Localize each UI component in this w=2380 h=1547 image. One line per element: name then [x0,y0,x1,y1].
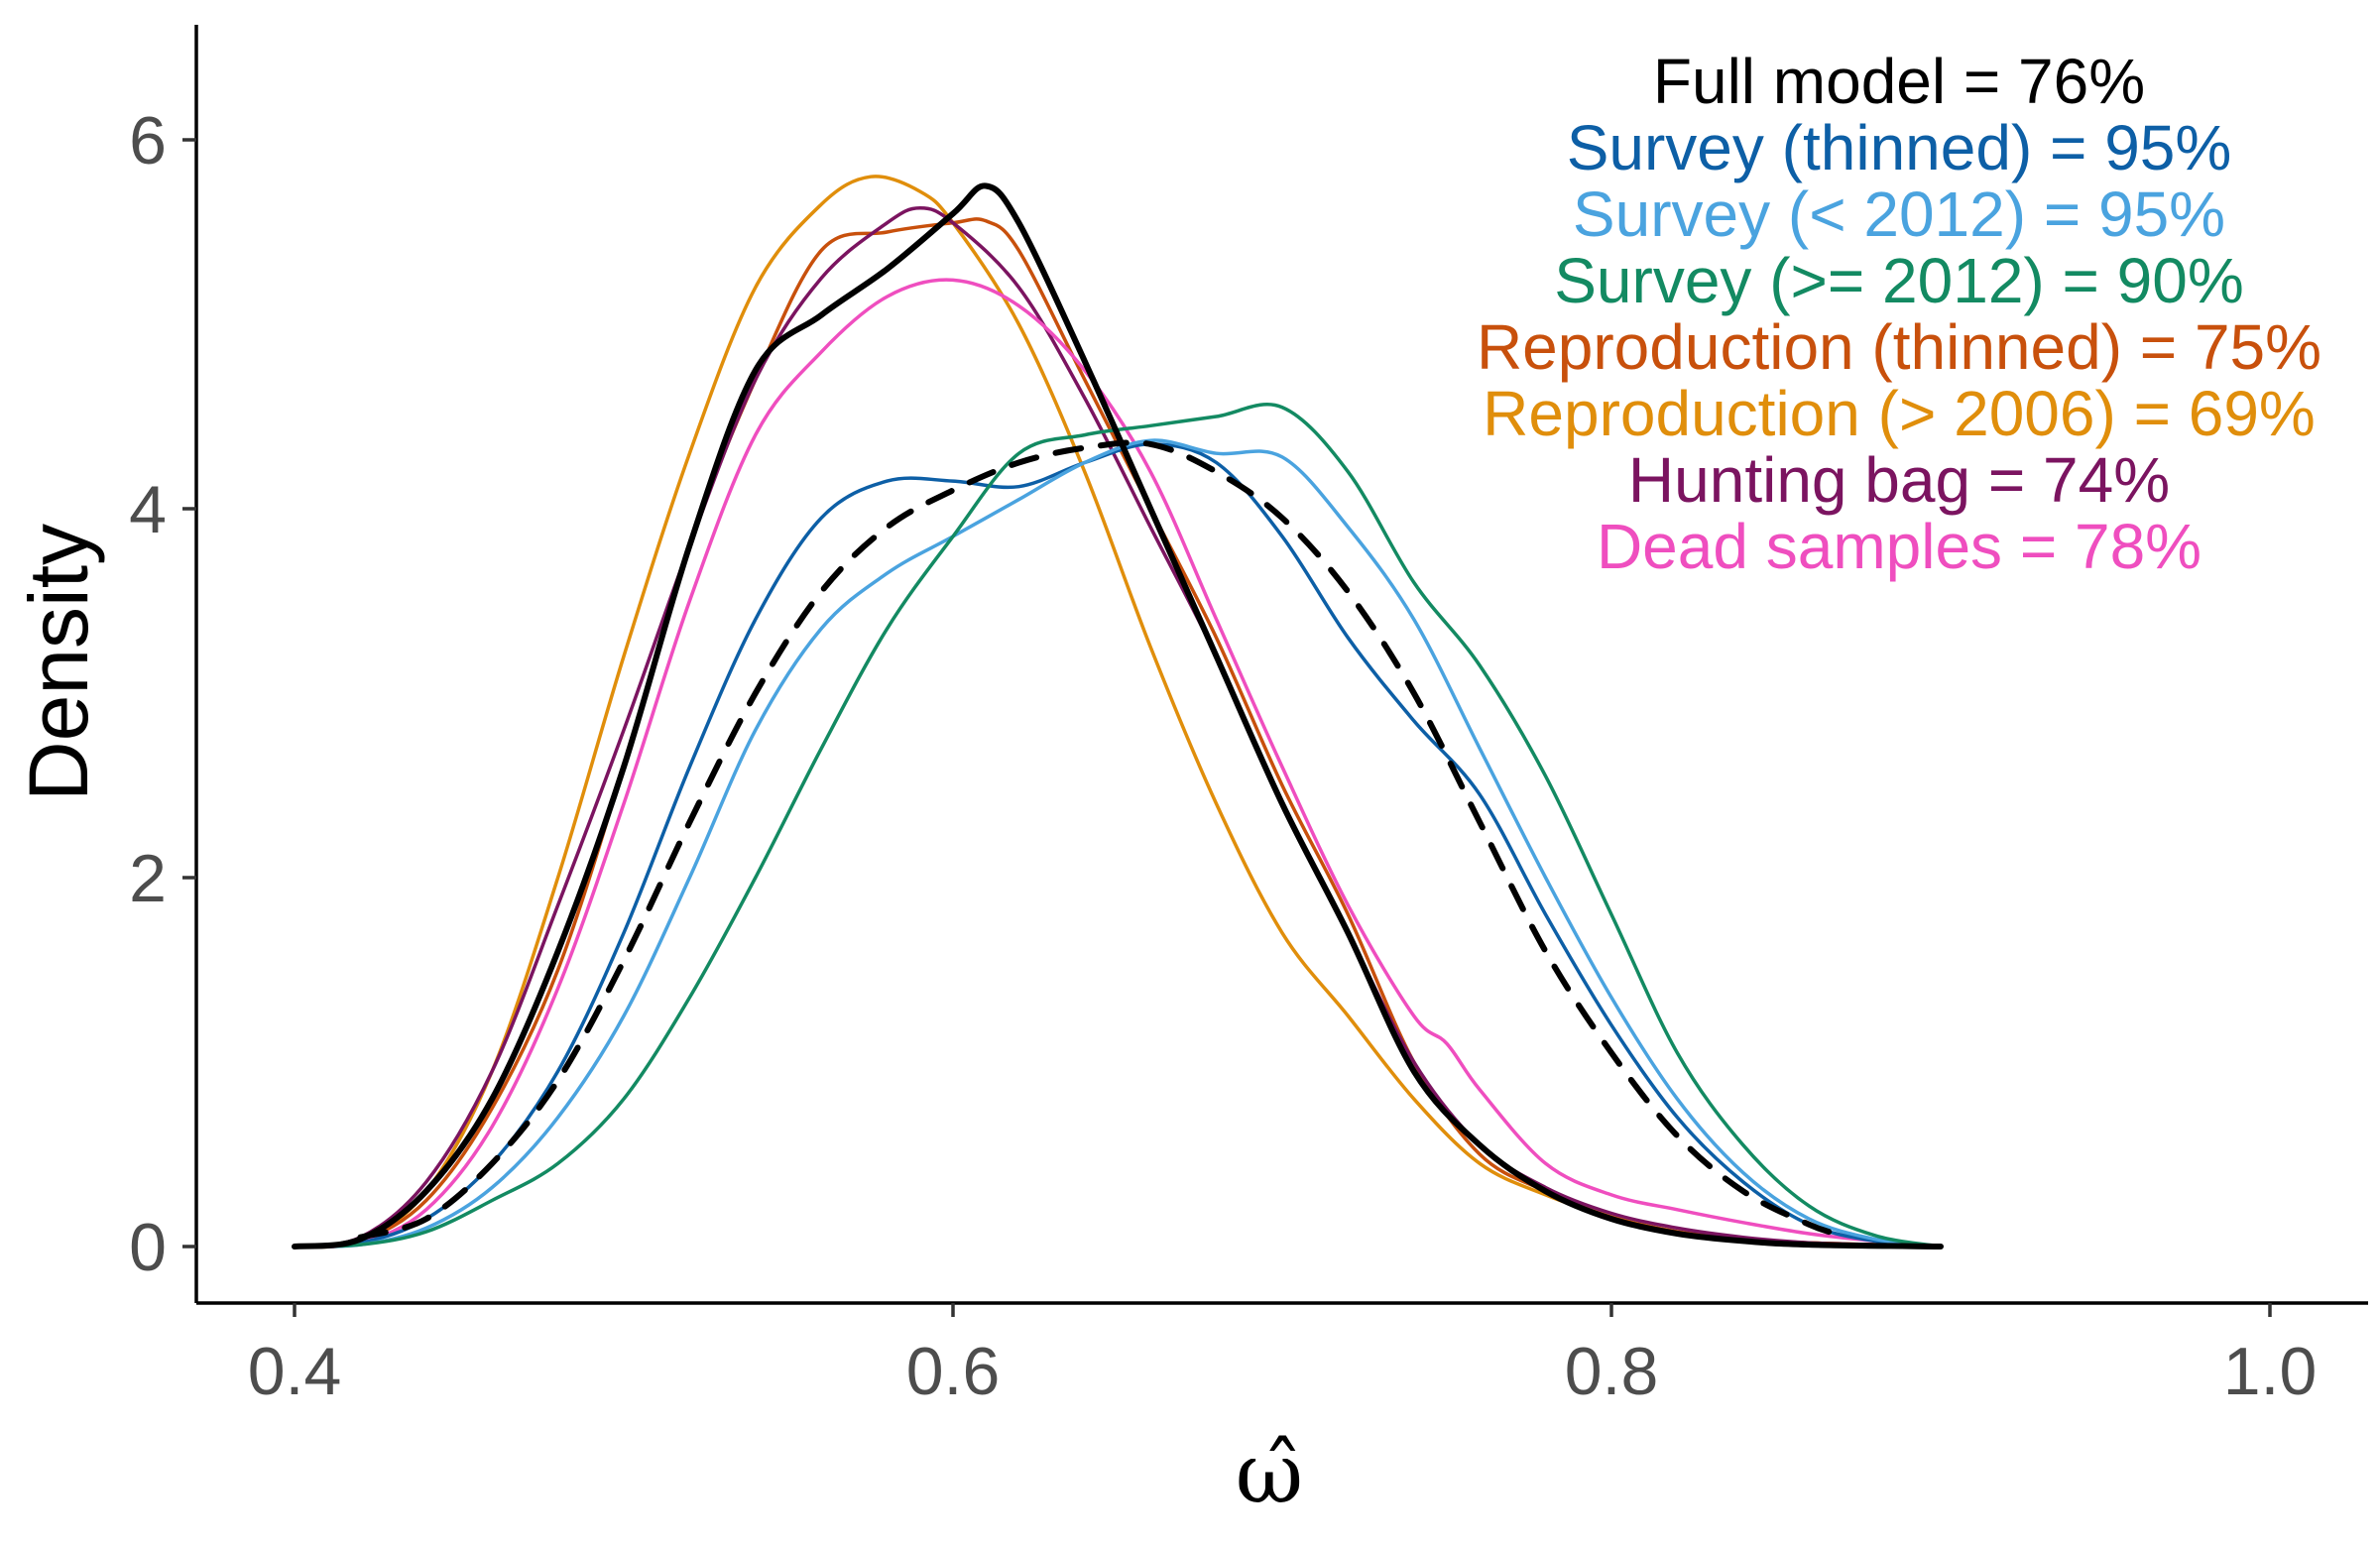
ticks-layer: 0.4 0.6 0.8 1.0 0 2 4 6 [129,103,2317,1409]
y-tick-label: 6 [129,103,167,178]
legend-entry: Survey (>= 2012) = 90% [1554,245,2244,316]
x-tick-label: 1.0 [2223,1334,2318,1409]
series-layer [292,175,1944,1250]
legend-entry: Full model = 76% [1653,46,2145,117]
legend-entry: Reproduction (> 2006) = 69% [1483,378,2316,449]
legend-entry: Reproduction (thinned) = 75% [1477,311,2321,383]
density-series-3 [293,206,1943,1249]
legend-entry: Dead samples = 78% [1597,511,2202,582]
density-series-9 [292,182,1944,1250]
legend: Full model = 76%Survey (thinned) = 95%Su… [1477,46,2321,582]
axes-layer [194,25,2368,1305]
y-tick-label: 2 [129,841,167,916]
legend-entry: Hunting bag = 74% [1628,444,2170,516]
density-series-5 [293,442,1943,1249]
x-tick-label: 0.6 [906,1334,1001,1409]
x-tick-label: 0.4 [248,1334,342,1409]
density-series-4 [293,278,1943,1250]
legend-entry: Survey (thinned) = 95% [1567,112,2232,183]
x-tick-label: 0.8 [1565,1334,1659,1409]
x-axis-title: ω̂ [1236,1425,1304,1522]
y-axis-title: Density [12,524,105,801]
y-tick-label: 0 [129,1210,167,1285]
y-tick-label: 4 [129,472,167,547]
density-series-7 [293,403,1943,1249]
density-series-6 [293,438,1943,1249]
legend-entry: Survey (< 2012) = 95% [1573,178,2225,250]
